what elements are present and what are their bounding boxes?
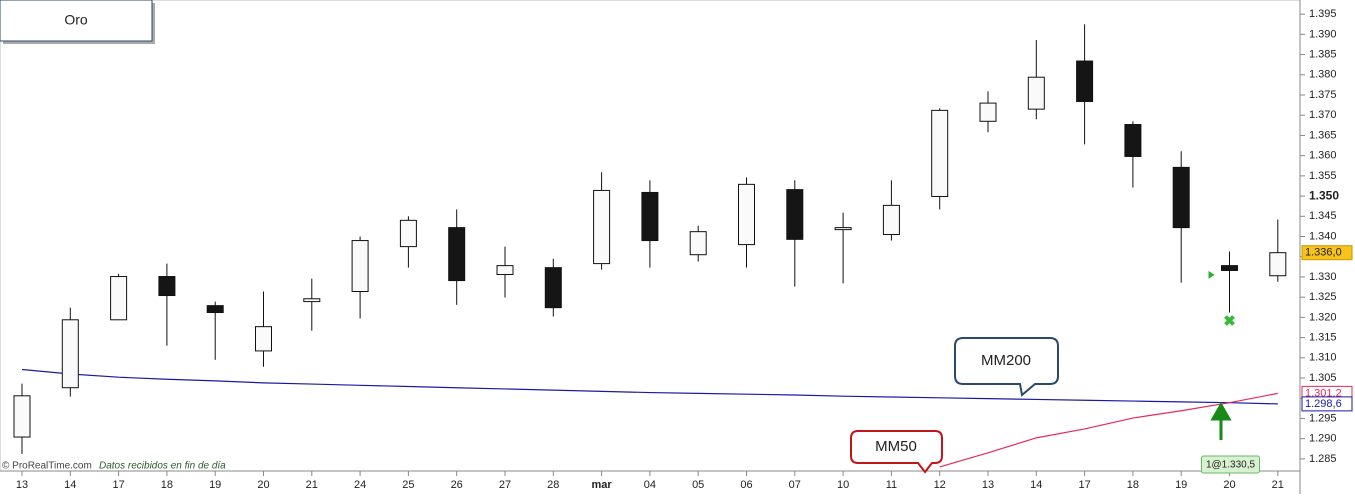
- y-tick-label: 1.355: [1309, 170, 1337, 182]
- y-tick-label: 1.285: [1309, 453, 1337, 465]
- candle-body: [448, 227, 466, 282]
- candle-body: [206, 305, 224, 314]
- price-tag-label: 1.298,6: [1305, 398, 1342, 410]
- candle-body: [399, 219, 417, 248]
- candle-body: [496, 265, 514, 276]
- y-tick-label: 1.370: [1309, 109, 1337, 121]
- y-tick-label: 1.310: [1309, 352, 1337, 364]
- callout-mm200: [954, 337, 1059, 397]
- x-tick-label: 13: [16, 479, 28, 491]
- x-tick-label: 06: [740, 479, 752, 491]
- y-tick-label: 1.345: [1309, 210, 1337, 222]
- price-tag: [1301, 245, 1353, 261]
- x-tick-label: 04: [644, 479, 656, 491]
- y-tick-label: 1.320: [1309, 311, 1337, 323]
- y-tick-label: 1.365: [1309, 129, 1337, 141]
- candle-body: [110, 276, 128, 321]
- candle-body: [689, 231, 707, 256]
- candle-body: [158, 276, 176, 297]
- order-label: 1@1.330,5: [1206, 460, 1256, 471]
- x-tick-label: 11: [886, 479, 897, 491]
- y-tick-label: 1.385: [1309, 48, 1337, 60]
- candle-body: [1027, 76, 1045, 110]
- x-tick-label: 14: [64, 479, 76, 491]
- candle-body: [1124, 124, 1142, 157]
- x-tick-label: 17: [1078, 479, 1090, 491]
- price-tag: [1301, 396, 1353, 412]
- x-tick-label: mar: [592, 479, 613, 491]
- candle-body: [1221, 265, 1238, 271]
- chart-title: Oro: [64, 12, 88, 28]
- candle-body: [13, 395, 31, 438]
- x-tick-label: 27: [499, 479, 511, 491]
- x-tick-label: 20: [1223, 479, 1235, 491]
- x-tick-label: 05: [692, 479, 704, 491]
- y-tick-label: 1.325: [1309, 291, 1337, 303]
- x-tick-label: 07: [789, 479, 801, 491]
- y-tick-label: 1.330: [1309, 271, 1337, 283]
- x-tick-label: 19: [1175, 479, 1187, 491]
- candle-body: [931, 109, 949, 197]
- x-tick-label: 18: [161, 479, 173, 491]
- x-tick-label: 13: [982, 479, 994, 491]
- candle-body: [641, 191, 659, 242]
- x-tick-label: 19: [209, 479, 221, 491]
- footer: © ProRealTime.com: [2, 461, 92, 472]
- price-tag-label: 1.336,0: [1305, 247, 1342, 259]
- signal-arrow: [1210, 401, 1232, 440]
- x-tick-label: 12: [934, 479, 946, 491]
- x-tick-label: 26: [451, 479, 463, 491]
- candle-body: [61, 319, 79, 389]
- candle-body: [351, 240, 369, 292]
- y-tick-label: 1.380: [1309, 69, 1337, 81]
- x-tick-label: 18: [1127, 479, 1139, 491]
- y-tick-label: 1.350: [1309, 188, 1339, 202]
- order-box: [1201, 455, 1260, 474]
- price-tag-label: 1.301,2: [1305, 387, 1342, 399]
- x-tick-label: 10: [837, 479, 849, 491]
- candle-body: [544, 267, 562, 309]
- callout-label: MM200: [981, 352, 1031, 369]
- y-tick-label: 1.395: [1309, 8, 1337, 20]
- x-tick-label: 17: [112, 479, 124, 491]
- candle-body: [738, 183, 755, 246]
- footer-note: Datos recibidos en fin de día: [99, 461, 226, 472]
- candle-body: [1076, 60, 1094, 102]
- candle-body: [882, 204, 900, 235]
- x-tick-label: 24: [354, 479, 366, 491]
- y-tick-label: 1.315: [1309, 331, 1337, 343]
- callout-mm50: [850, 430, 943, 474]
- candle-body: [255, 326, 272, 352]
- candle-body: [979, 102, 997, 122]
- order-marker: [1208, 270, 1215, 279]
- x-tick-label: 25: [402, 479, 414, 491]
- callout-label: MM50: [875, 438, 917, 455]
- y-tick-label: 1.295: [1309, 412, 1337, 424]
- x-tick-label: 14: [1030, 479, 1042, 491]
- candle-body: [1172, 166, 1190, 229]
- candle-body: [834, 227, 852, 231]
- x-tick-label: 21: [306, 479, 318, 491]
- y-tick-label: 1.375: [1309, 89, 1337, 101]
- y-tick-label: 1.290: [1309, 433, 1337, 445]
- stop-marker: [1224, 315, 1235, 326]
- y-tick-label: 1.340: [1309, 230, 1337, 242]
- x-tick-label: 28: [547, 479, 559, 491]
- title-box: [0, 0, 153, 42]
- candle-body: [593, 189, 611, 265]
- y-tick-label: 1.360: [1309, 150, 1337, 162]
- candle-body: [303, 298, 321, 303]
- y-tick-label: 1.305: [1309, 372, 1337, 384]
- candle-body: [1269, 252, 1287, 277]
- y-tick-label: 1.390: [1309, 28, 1337, 40]
- moving-average-line: [21, 368, 1278, 405]
- candle-body: [786, 189, 804, 240]
- x-tick-label: 21: [1272, 479, 1284, 491]
- x-tick-label: 20: [257, 479, 269, 491]
